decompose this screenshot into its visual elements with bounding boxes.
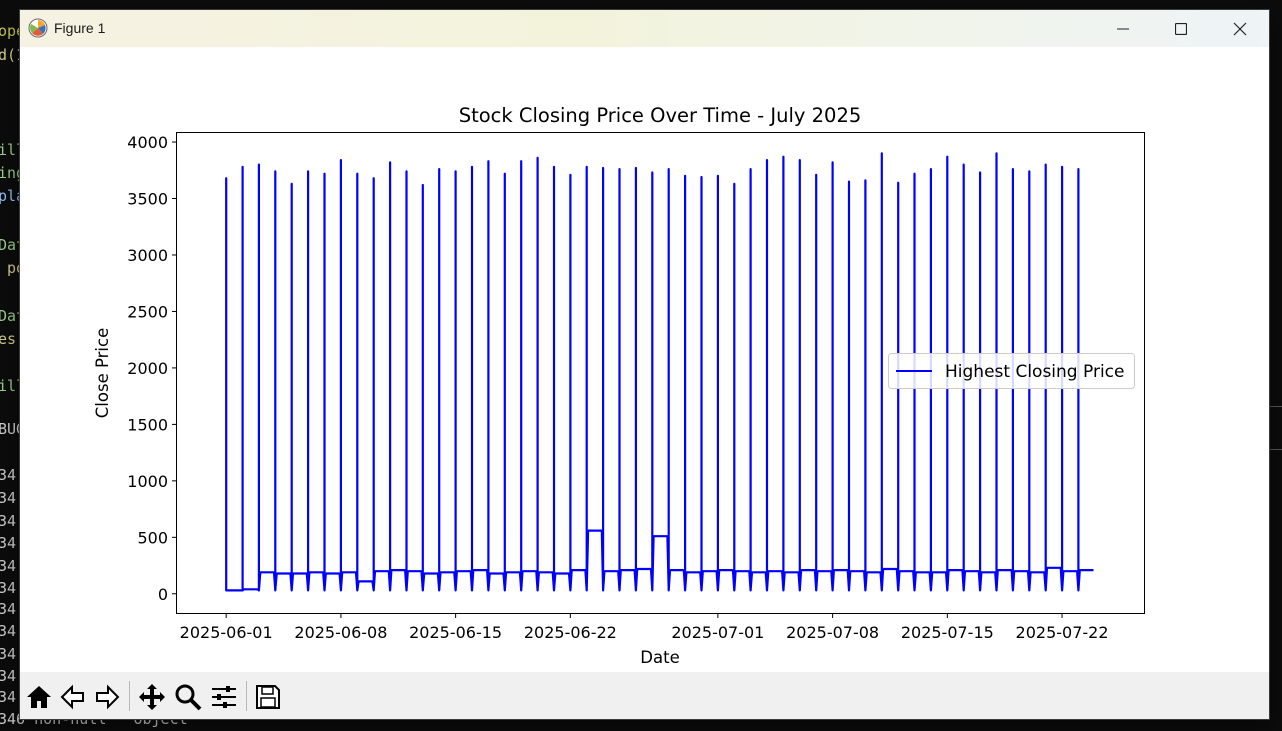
x-axis: 2025-06-01 2025-06-08 2025-06-15 2025-06-22… bbox=[180, 613, 1109, 642]
legend-box bbox=[888, 353, 1135, 389]
y-tick-label: 1500 bbox=[127, 415, 168, 434]
pan-button[interactable] bbox=[137, 682, 167, 712]
series-line bbox=[225, 152, 1094, 592]
y-tick-label: 500 bbox=[137, 528, 168, 547]
plot-canvas[interactable]: Stock Closing Price Over Time - July 202… bbox=[20, 47, 1269, 672]
terminal-line: 34 bbox=[0, 600, 17, 618]
x-tick-label: 2025-07-08 bbox=[786, 623, 879, 642]
y-tick-label: 2500 bbox=[127, 302, 168, 321]
terminal-line: es( bbox=[0, 330, 26, 348]
y-axis-label: Close Price bbox=[93, 328, 112, 418]
toolbar-separator bbox=[246, 681, 247, 711]
x-tick-label: 2025-07-15 bbox=[901, 623, 994, 642]
home-button[interactable] bbox=[24, 682, 54, 712]
forward-icon bbox=[96, 684, 120, 710]
terminal-line: ing bbox=[0, 164, 26, 182]
zoom-icon bbox=[175, 684, 202, 711]
close-button[interactable] bbox=[1211, 10, 1269, 47]
configure-subplots-icon bbox=[212, 686, 236, 708]
terminal-line: ill bbox=[0, 141, 26, 159]
x-axis-label: Date bbox=[640, 648, 679, 667]
x-tick-label: 2025-06-22 bbox=[524, 623, 617, 642]
terminal-line: d(1 bbox=[0, 46, 26, 64]
save-icon bbox=[256, 685, 280, 709]
title-bar: Figure 1 bbox=[20, 10, 1269, 47]
terminal-line: 34 bbox=[0, 667, 17, 685]
x-tick-label: 2025-06-15 bbox=[409, 623, 502, 642]
legend: Highest Closing Price bbox=[888, 353, 1135, 389]
x-tick-label: 2025-06-08 bbox=[294, 623, 387, 642]
forward-button[interactable] bbox=[92, 682, 122, 712]
y-tick-label: 0 bbox=[158, 585, 168, 604]
back-button[interactable] bbox=[58, 682, 88, 712]
y-tick-label: 4000 bbox=[127, 133, 168, 152]
terminal-line: 34 bbox=[0, 688, 17, 706]
terminal-line: BUG bbox=[0, 420, 26, 438]
navigation-toolbar bbox=[20, 672, 1269, 719]
chart-title: Stock Closing Price Over Time - July 202… bbox=[459, 104, 862, 127]
y-tick-label: 1000 bbox=[127, 472, 168, 491]
terminal-line: ill bbox=[0, 377, 26, 395]
back-icon bbox=[60, 684, 84, 710]
y-tick-label: 2000 bbox=[127, 359, 168, 378]
pan-icon bbox=[139, 684, 165, 710]
terminal-line: 34 bbox=[0, 466, 17, 484]
y-tick-label: 3500 bbox=[127, 190, 168, 209]
matplotlib-icon bbox=[28, 18, 48, 38]
terminal-line: pla bbox=[0, 187, 26, 205]
terminal-line: 34 bbox=[0, 622, 17, 640]
terminal-line: 34 bbox=[0, 557, 17, 575]
x-tick-label: 2025-07-22 bbox=[1016, 623, 1109, 642]
toolbar-separator bbox=[129, 681, 130, 711]
maximize-icon bbox=[1175, 22, 1187, 35]
zoom-button[interactable] bbox=[173, 682, 203, 712]
x-tick-label: 2025-06-01 bbox=[180, 623, 273, 642]
terminal-line: Dat bbox=[0, 236, 26, 254]
terminal-line: 34 bbox=[0, 489, 17, 507]
minimize-button[interactable] bbox=[1094, 10, 1152, 47]
terminal-line: 34 bbox=[0, 645, 17, 663]
y-tick-label: 3000 bbox=[127, 246, 168, 265]
terminal-line: 34 bbox=[0, 579, 17, 597]
legend-label: Highest Closing Price bbox=[945, 362, 1124, 382]
terminal-line: 34 bbox=[0, 534, 17, 552]
window-title: Figure 1 bbox=[54, 20, 106, 36]
maximize-button[interactable] bbox=[1152, 10, 1210, 47]
figure-window: Figure 1 Stock Closing Price Over Time -… bbox=[20, 10, 1269, 719]
configure-subplots-button[interactable] bbox=[209, 682, 239, 712]
save-button[interactable] bbox=[253, 682, 283, 712]
terminal-divider bbox=[1268, 449, 1282, 450]
close-icon bbox=[1233, 22, 1247, 35]
home-icon bbox=[27, 686, 51, 708]
terminal-line: Dat bbox=[0, 307, 26, 325]
terminal-line: 34 bbox=[0, 512, 17, 530]
y-axis: 0 500 1000 1500 2000 2500 3000 3500 4000 bbox=[127, 133, 177, 604]
series-layer bbox=[225, 152, 1094, 592]
x-tick-label: 2025-07-01 bbox=[671, 623, 764, 642]
plot-frame bbox=[176, 132, 1145, 614]
minimize-icon bbox=[1117, 28, 1129, 29]
terminal-divider bbox=[1268, 406, 1282, 407]
terminal-line: ope bbox=[0, 22, 26, 40]
